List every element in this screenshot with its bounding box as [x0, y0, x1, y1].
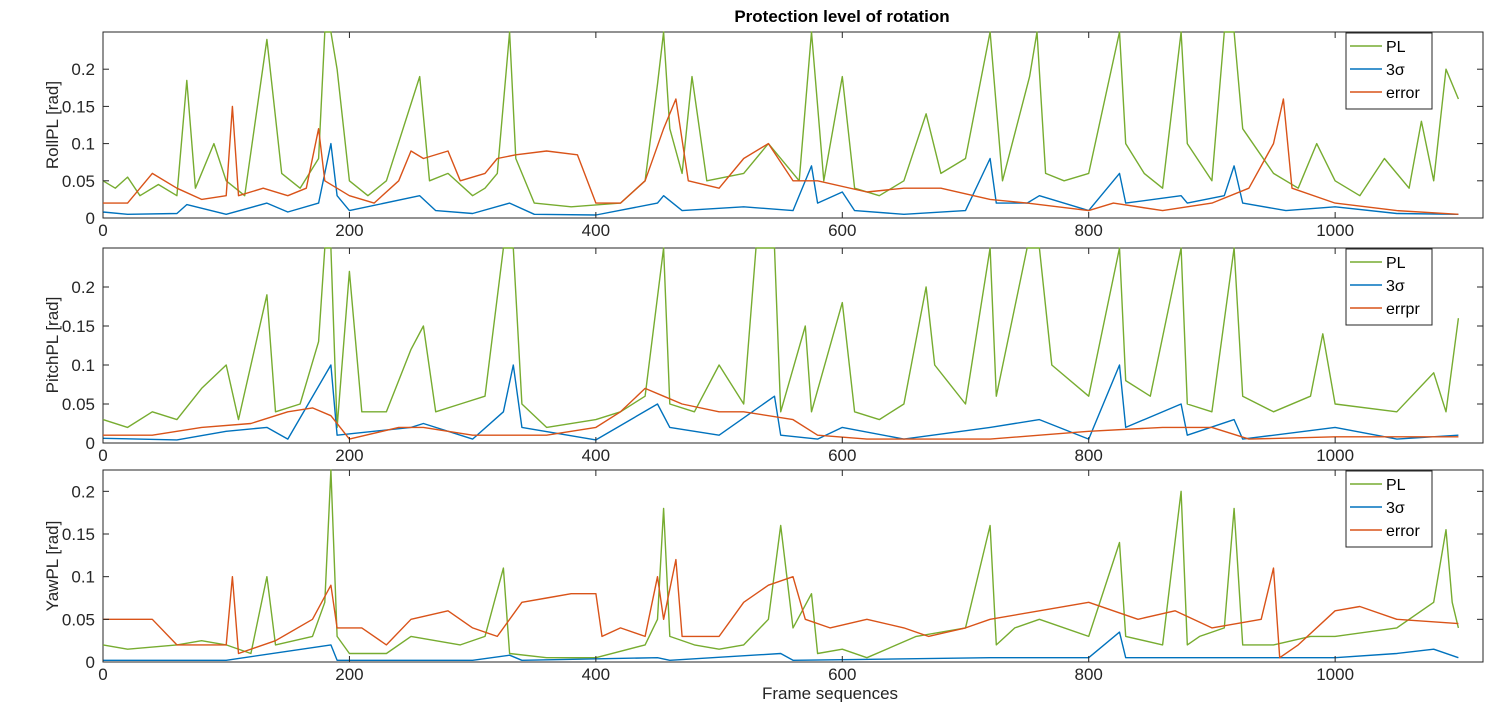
- legend-label: PL: [1386, 39, 1406, 56]
- series-pitch: [102, 247, 1460, 441]
- legend-roll: PL 3σ error: [1345, 32, 1433, 110]
- y-tick-label: 0: [86, 434, 95, 453]
- chart-title: Protection level of rotation: [734, 7, 949, 26]
- x-tick-label: 200: [335, 221, 363, 240]
- y-tick-label: 0: [86, 653, 95, 672]
- x-tick-label: 400: [582, 221, 610, 240]
- x-tick-label: 200: [335, 446, 363, 465]
- x-tick-label: 1000: [1316, 446, 1354, 465]
- series-line-roll-0: [102, 31, 1460, 208]
- x-tick-label: 400: [582, 665, 610, 684]
- axes-pitch: 0 200 400 600 800 1000 0 0.05 0.1 0.15 0.2: [62, 248, 1483, 465]
- y-tick-label: 0.05: [62, 395, 95, 414]
- ylabel-roll: RollPL [rad]: [43, 81, 62, 169]
- y-tick-label: 0.05: [62, 610, 95, 629]
- y-tick-label: 0.2: [71, 278, 95, 297]
- legend-label: 3σ: [1386, 278, 1405, 295]
- axes-roll: 0 200 400 600 800 1000 0 0.05 0.1 0.15 0.2: [62, 32, 1483, 240]
- x-tick-label: 200: [335, 665, 363, 684]
- x-tick-label: 800: [1075, 221, 1103, 240]
- x-tick-label: 800: [1075, 446, 1103, 465]
- y-tick-label: 0.05: [62, 172, 95, 191]
- x-tick-label: 1000: [1316, 665, 1354, 684]
- y-tick-label: 0.15: [62, 525, 95, 544]
- legend-label: error: [1386, 523, 1420, 540]
- legend-label: PL: [1386, 255, 1406, 272]
- legend-label: 3σ: [1386, 500, 1405, 517]
- x-tick-label: 1000: [1316, 221, 1354, 240]
- plot-area-roll: [102, 31, 1484, 219]
- series-roll: [102, 31, 1460, 216]
- panel-roll: 0 200 400 600 800 1000 0 0.05 0.1 0.15 0.2 RollPL …: [43, 31, 1484, 240]
- x-tick-label: 0: [98, 665, 107, 684]
- series-yaw: [102, 469, 1460, 661]
- series-line-yaw-2: [103, 558, 1459, 659]
- x-tick-label: 0: [98, 446, 107, 465]
- y-tick-label: 0.15: [62, 97, 95, 116]
- legend-label: PL: [1386, 477, 1406, 494]
- y-tick-label: 0: [86, 209, 95, 228]
- series-line-roll-2: [103, 98, 1459, 215]
- series-line-pitch-0: [102, 247, 1460, 429]
- ylabel-yaw: YawPL [rad]: [43, 521, 62, 612]
- panel-yaw: 0 200 400 600 800 1000 0 0.05 0.1 0.15 0.2 YawPL […: [43, 469, 1484, 684]
- x-tick-label: 600: [828, 221, 856, 240]
- panel-pitch: 0 200 400 600 800 1000 0 0.05 0.1 0.15 0.2 PitchPL…: [43, 247, 1484, 465]
- y-tick-label: 0.15: [62, 317, 95, 336]
- y-tick-label: 0.1: [71, 135, 95, 154]
- legend-label: error: [1386, 85, 1420, 102]
- series-line-yaw-0: [102, 469, 1460, 659]
- legend-pitch: PL 3σ errpr: [1345, 248, 1433, 326]
- series-line-yaw-1: [103, 631, 1459, 661]
- series-line-pitch-2: [103, 387, 1459, 440]
- y-tick-label: 0.1: [71, 356, 95, 375]
- legend-label: 3σ: [1386, 62, 1405, 79]
- xlabel: Frame sequences: [762, 684, 898, 702]
- y-tick-label: 0.2: [71, 482, 95, 501]
- legend-label: errpr: [1386, 301, 1420, 318]
- axes-yaw: 0 200 400 600 800 1000 0 0.05 0.1 0.15 0.2: [62, 470, 1483, 684]
- legend-yaw: PL 3σ error: [1345, 470, 1433, 548]
- series-line-roll-1: [102, 142, 1459, 216]
- x-tick-label: 600: [828, 446, 856, 465]
- y-tick-label: 0.1: [71, 568, 95, 587]
- y-tick-label: 0.2: [71, 60, 95, 79]
- plot-area-yaw: [102, 469, 1484, 663]
- x-tick-label: 0: [98, 221, 107, 240]
- ylabel-pitch: PitchPL [rad]: [43, 297, 62, 394]
- x-tick-label: 800: [1075, 665, 1103, 684]
- series-line-pitch-1: [102, 364, 1459, 441]
- plot-area-pitch: [102, 247, 1484, 444]
- x-tick-label: 600: [828, 665, 856, 684]
- x-tick-label: 400: [582, 446, 610, 465]
